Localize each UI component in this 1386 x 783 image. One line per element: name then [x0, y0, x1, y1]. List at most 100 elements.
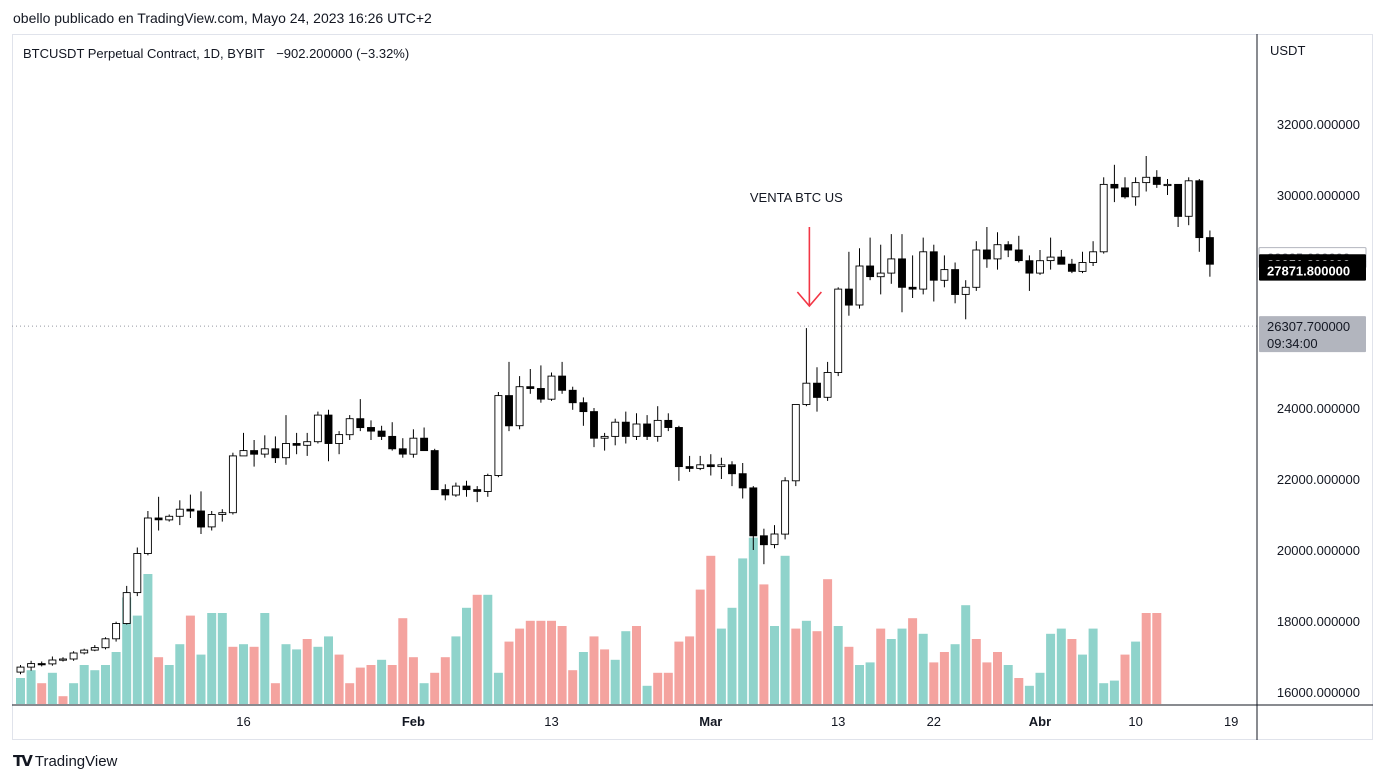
volume-bar — [886, 639, 896, 704]
volume-bar — [632, 626, 641, 704]
candle-down — [759, 535, 768, 546]
volume-bar — [557, 626, 567, 704]
volume-bar — [366, 665, 376, 704]
volume-bar — [228, 646, 238, 704]
candle-down — [398, 448, 407, 455]
volume-bar — [101, 665, 110, 704]
candle-up — [972, 249, 981, 288]
time-axis: 16 Feb 13 Mar 13 22 Abr 10 19 — [12, 704, 1373, 729]
tradingview-logo[interactable]: 𝗧𝗩 TradingView — [13, 752, 117, 770]
candle-down — [1014, 249, 1023, 262]
volume-bar — [961, 605, 971, 704]
volume-bar — [865, 662, 875, 704]
volume-bar — [589, 636, 599, 704]
volume-bar — [578, 652, 588, 704]
candle-down — [982, 249, 991, 260]
volume-bar — [1046, 633, 1056, 704]
volume-bar — [1088, 628, 1098, 704]
currency-label: USDT — [1270, 43, 1306, 58]
candle-up — [515, 386, 524, 427]
candle-up — [632, 423, 641, 437]
volume-bar — [525, 620, 535, 704]
candle-down — [1025, 260, 1034, 274]
candle-down — [706, 464, 715, 468]
candle-down — [1110, 183, 1119, 189]
candle-up — [600, 435, 609, 439]
candle-up — [1046, 256, 1055, 262]
candle-down — [579, 402, 588, 413]
volume-bar — [791, 628, 801, 704]
time-tick-label: Mar — [699, 714, 722, 729]
volume-bar — [738, 558, 748, 704]
volume-bar — [398, 618, 408, 704]
price-label-box — [1259, 316, 1366, 353]
annotation-label: VENTA BTC US — [750, 190, 843, 205]
time-tick-label: 13 — [544, 714, 558, 729]
candle-down — [1152, 176, 1161, 185]
time-tick-label: 19 — [1224, 714, 1238, 729]
candle-up — [611, 421, 620, 437]
price-tick-label: 24000.000000 — [1277, 401, 1360, 416]
candle-down — [685, 466, 694, 469]
candle-down — [558, 375, 567, 391]
volume-bar — [1109, 680, 1119, 704]
volume-bar — [1024, 685, 1034, 704]
time-tick-label: 10 — [1128, 714, 1142, 729]
volume-bar — [79, 665, 89, 704]
volume-bar — [908, 618, 918, 704]
candle-up — [112, 623, 121, 640]
candle-down — [749, 487, 758, 537]
candle-down — [844, 288, 853, 306]
candle-down — [1057, 256, 1066, 265]
chart-overlay: VENTA BTC US — [12, 190, 1257, 327]
volume-bar — [621, 631, 631, 704]
tradingview-brand-text: TradingView — [34, 752, 118, 770]
volume-bar — [844, 646, 854, 704]
volume-bar — [122, 597, 132, 704]
candle-up — [409, 437, 418, 455]
volume-bar — [175, 644, 185, 704]
volume-bar — [1003, 665, 1013, 704]
candle-up — [101, 638, 110, 649]
volume-bar — [334, 654, 344, 704]
volume-bar — [547, 620, 556, 704]
price-label-text: 27871.800000 — [1267, 264, 1350, 279]
candle-up — [80, 649, 89, 654]
volume-bar — [748, 537, 758, 704]
volume-bar — [419, 683, 429, 704]
volume-bar — [47, 672, 57, 704]
candle-up — [239, 450, 248, 457]
candle-up — [770, 533, 779, 546]
volume-bar — [143, 574, 153, 704]
price-tick-label: 32000.000000 — [1277, 117, 1360, 132]
volume-bar — [185, 615, 195, 704]
candle-up — [143, 517, 152, 554]
price-tick-label: 20000.000000 — [1277, 543, 1360, 558]
volume-bar — [483, 594, 493, 704]
volume-bar — [249, 646, 259, 704]
candle-down — [154, 517, 163, 521]
volume-bar — [281, 644, 291, 704]
volume-bar — [207, 613, 217, 704]
candle-up — [1142, 176, 1151, 184]
candle-down — [388, 435, 397, 450]
candle-down — [898, 258, 906, 288]
time-tick-label: Abr — [1029, 714, 1051, 729]
volume-bar — [918, 633, 928, 704]
candle-down — [324, 414, 333, 444]
price-tick-label: 30000.000000 — [1277, 188, 1360, 203]
volume-bar — [1067, 639, 1077, 704]
volume-bar — [430, 672, 440, 704]
volume-bar — [833, 626, 843, 704]
volume-bar — [716, 628, 726, 704]
candle-up — [1089, 251, 1098, 263]
volume-bar — [58, 696, 68, 704]
volume-bar — [812, 631, 822, 704]
candle-down — [505, 395, 513, 427]
volume-bar — [164, 665, 174, 704]
volume-bar — [876, 628, 886, 704]
candle-down — [664, 419, 673, 428]
candle-down — [643, 423, 652, 437]
volume-bar — [16, 678, 25, 704]
